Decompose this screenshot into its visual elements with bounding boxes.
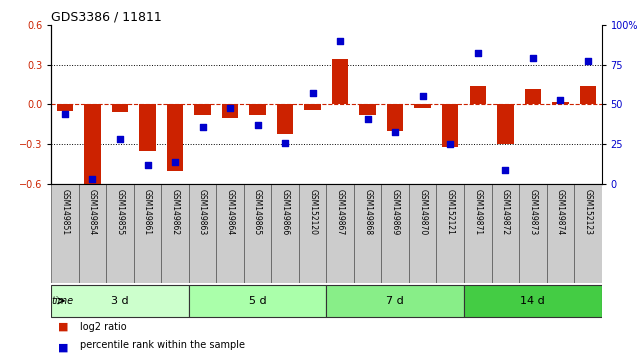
Point — [335, 38, 346, 44]
Bar — [250, 104, 266, 115]
Text: GSM149874: GSM149874 — [556, 189, 565, 235]
Text: ■: ■ — [58, 322, 68, 332]
Text: GSM149873: GSM149873 — [528, 189, 538, 235]
Bar — [299, 184, 326, 283]
Bar — [244, 184, 271, 283]
Bar — [271, 184, 299, 283]
Text: 7 d: 7 d — [387, 296, 404, 306]
Bar — [112, 104, 128, 113]
Bar — [436, 184, 464, 283]
Bar — [552, 102, 568, 104]
Bar — [360, 104, 376, 115]
Point — [87, 176, 98, 182]
Text: 3 d: 3 d — [111, 296, 129, 306]
Bar — [51, 184, 79, 283]
Bar — [381, 184, 409, 283]
Bar — [161, 184, 189, 283]
Point — [197, 124, 207, 130]
Point — [445, 141, 456, 147]
Point — [500, 167, 511, 173]
Text: percentile rank within the sample: percentile rank within the sample — [80, 341, 245, 350]
Text: GSM149854: GSM149854 — [88, 189, 97, 235]
Text: GSM149862: GSM149862 — [170, 189, 180, 235]
Bar — [547, 184, 574, 283]
Bar — [222, 104, 238, 118]
Text: GSM149855: GSM149855 — [115, 189, 125, 235]
Bar — [519, 184, 547, 283]
Bar — [409, 184, 436, 283]
Text: GSM149871: GSM149871 — [473, 189, 483, 235]
Point — [527, 55, 538, 61]
Point — [582, 59, 593, 64]
Point — [253, 122, 263, 128]
Point — [362, 116, 372, 122]
Bar — [332, 59, 348, 104]
Text: GSM149872: GSM149872 — [500, 189, 510, 235]
Point — [307, 90, 317, 96]
Bar — [354, 184, 381, 283]
Bar — [464, 285, 602, 317]
Bar — [106, 184, 134, 283]
Bar — [415, 104, 431, 108]
Point — [60, 111, 70, 117]
Bar — [326, 285, 464, 317]
Bar — [464, 184, 492, 283]
Point — [417, 93, 428, 99]
Bar — [580, 86, 596, 104]
Point — [472, 51, 483, 56]
Text: GSM149864: GSM149864 — [225, 189, 235, 235]
Bar — [167, 104, 183, 171]
Text: 5 d: 5 d — [249, 296, 266, 306]
Bar — [84, 104, 100, 184]
Bar — [216, 184, 244, 283]
Text: GSM149868: GSM149868 — [363, 189, 372, 235]
Point — [170, 159, 180, 165]
Text: GSM152123: GSM152123 — [583, 189, 593, 235]
Bar — [189, 285, 326, 317]
Point — [142, 162, 152, 168]
Text: GSM152120: GSM152120 — [308, 189, 317, 235]
Point — [555, 97, 566, 103]
Text: GSM149865: GSM149865 — [253, 189, 262, 235]
Bar — [492, 184, 519, 283]
Text: GDS3386 / 11811: GDS3386 / 11811 — [51, 11, 162, 24]
Bar — [470, 86, 486, 104]
Bar — [574, 184, 602, 283]
Text: GSM149851: GSM149851 — [60, 189, 70, 235]
Point — [225, 105, 236, 110]
Bar — [57, 104, 73, 111]
Text: GSM149869: GSM149869 — [390, 189, 400, 235]
Bar — [134, 184, 161, 283]
Point — [390, 129, 401, 134]
Text: 14 d: 14 d — [520, 296, 545, 306]
Bar — [305, 104, 321, 110]
Bar — [387, 104, 403, 131]
Text: GSM152121: GSM152121 — [445, 189, 455, 235]
Bar — [525, 88, 541, 104]
Point — [280, 140, 291, 145]
Text: GSM149866: GSM149866 — [280, 189, 290, 235]
Point — [115, 137, 125, 142]
Bar — [442, 104, 458, 147]
Bar — [497, 104, 513, 144]
Text: ■: ■ — [58, 342, 68, 352]
Text: GSM149870: GSM149870 — [418, 189, 428, 235]
Text: GSM149861: GSM149861 — [143, 189, 152, 235]
Bar — [189, 184, 216, 283]
Bar — [51, 285, 189, 317]
Text: GSM149863: GSM149863 — [198, 189, 207, 235]
Text: log2 ratio: log2 ratio — [80, 322, 127, 332]
Text: time: time — [52, 296, 74, 306]
Bar — [277, 104, 293, 133]
Bar — [195, 104, 211, 115]
Bar — [326, 184, 354, 283]
Bar — [79, 184, 106, 283]
Bar — [140, 104, 156, 151]
Text: GSM149867: GSM149867 — [335, 189, 345, 235]
